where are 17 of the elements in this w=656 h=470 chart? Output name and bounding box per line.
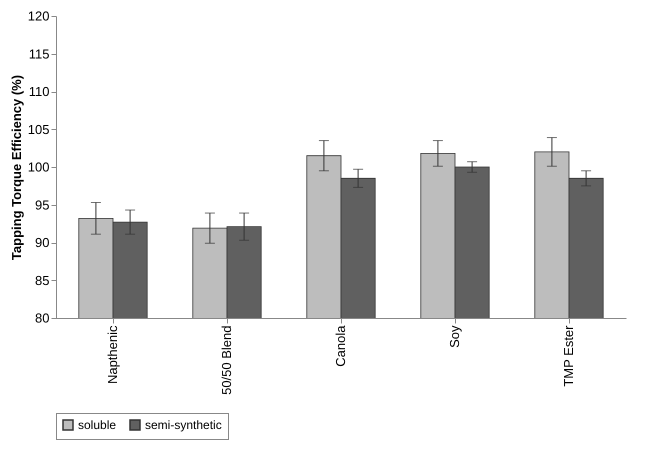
x-tick-label: Napthenic [105,325,120,384]
y-tick-label: 110 [28,84,50,99]
x-tick-label: TMP Ester [561,324,576,387]
y-tick-label: 100 [28,160,50,174]
y-tick-label: 85 [35,272,50,288]
legend-label: semi-synthetic [145,418,222,432]
y-axis-title: Tapping Torque Efficiency (%) [8,74,24,260]
x-tick-label: Canola [333,324,348,367]
y-tick-label: 120 [28,8,50,24]
y-tick-label: 105 [28,122,50,137]
y-tick-label: 90 [35,235,50,250]
x-tick-label: 50/50 Blend [219,326,234,395]
legend-label: soluble [78,418,116,432]
y-tick-label: 95 [35,197,50,212]
x-tick-label: Soy [447,325,462,348]
y-tick-label: 115 [28,46,50,62]
y-tick-label: 80 [35,310,50,326]
